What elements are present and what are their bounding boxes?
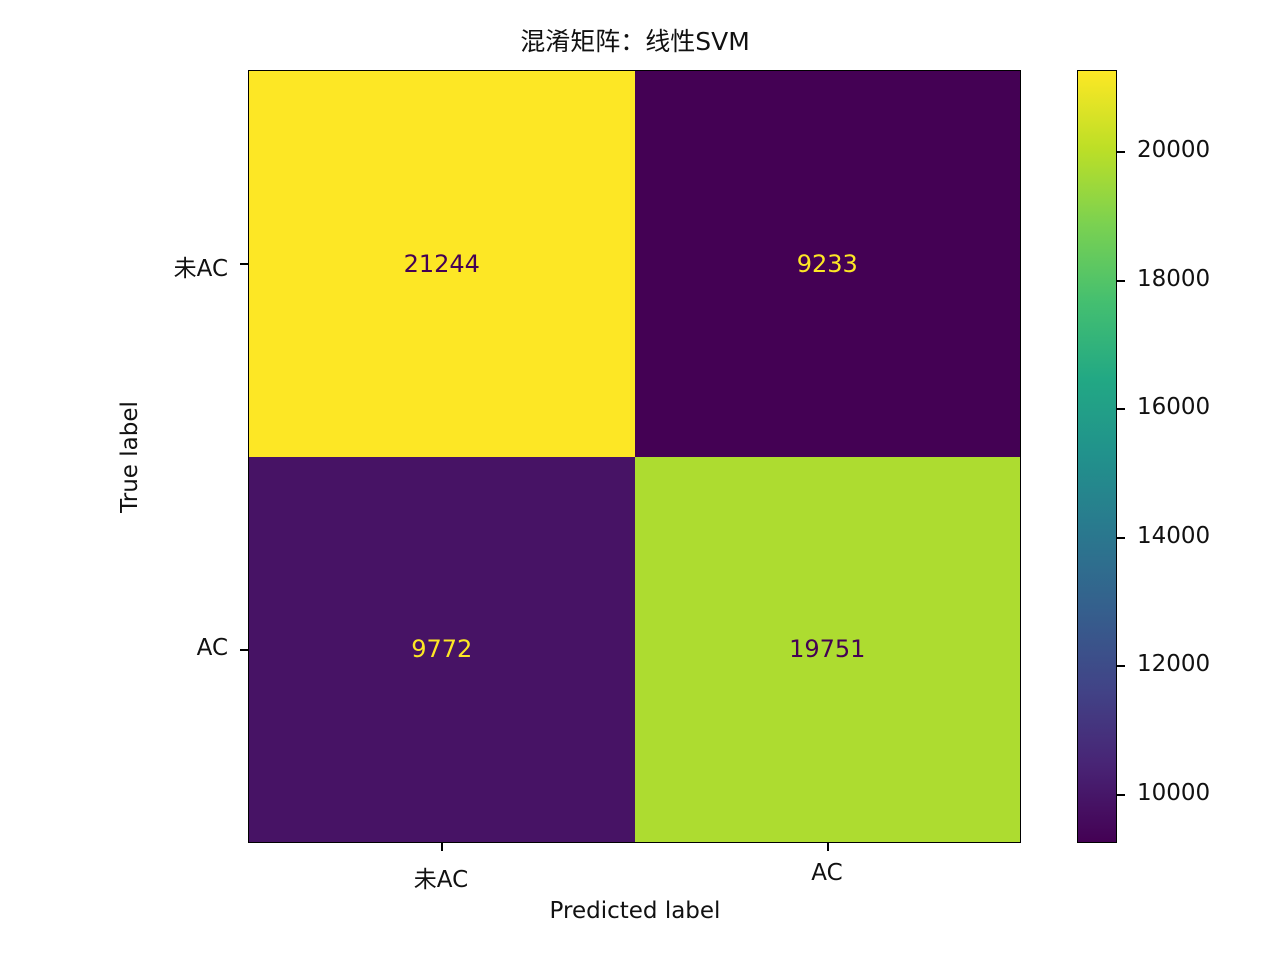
- colorbar-tick-label: 16000: [1137, 394, 1211, 420]
- cell-value: 9233: [796, 249, 858, 278]
- colorbar-tick-label: 18000: [1137, 266, 1211, 292]
- matrix-cell-true-notac-pred-ac: 9233: [634, 71, 1020, 457]
- y-tick-mark: [240, 263, 248, 265]
- matrix-cell-true-notac-pred-notac: 21244: [249, 71, 635, 457]
- matrix-cell-true-ac-pred-ac: 19751: [634, 456, 1020, 842]
- colorbar-tick-label: 10000: [1137, 780, 1211, 806]
- y-tick-label-notac: 未AC: [173, 256, 228, 282]
- x-tick-label-ac: AC: [811, 860, 843, 886]
- colorbar-tick-mark: [1117, 794, 1125, 796]
- chart-title: 混淆矩阵：线性SVM: [520, 27, 750, 56]
- x-axis-label: Predicted label: [549, 898, 721, 924]
- matrix-cell-true-ac-pred-notac: 9772: [249, 456, 635, 842]
- y-axis-label: True label: [117, 401, 143, 513]
- colorbar-tick-label: 14000: [1137, 523, 1211, 549]
- cell-value: 19751: [789, 635, 866, 664]
- colorbar-tick-mark: [1117, 665, 1125, 667]
- y-tick-label-ac: AC: [196, 635, 228, 661]
- colorbar: [1077, 70, 1117, 843]
- colorbar-tick-label: 20000: [1137, 137, 1211, 163]
- colorbar-tick-mark: [1117, 537, 1125, 539]
- y-tick-mark: [240, 649, 248, 651]
- cell-value: 21244: [403, 249, 480, 278]
- x-tick-mark: [827, 843, 829, 851]
- colorbar-tick-mark: [1117, 408, 1125, 410]
- colorbar-tick-label: 12000: [1137, 651, 1211, 677]
- x-tick-mark: [441, 843, 443, 851]
- colorbar-tick-mark: [1117, 280, 1125, 282]
- colorbar-tick-mark: [1117, 151, 1125, 153]
- cell-value: 9772: [411, 635, 473, 664]
- x-tick-label-notac: 未AC: [413, 867, 469, 893]
- confusion-matrix-plot: 21244 9233 9772 19751: [248, 70, 1021, 843]
